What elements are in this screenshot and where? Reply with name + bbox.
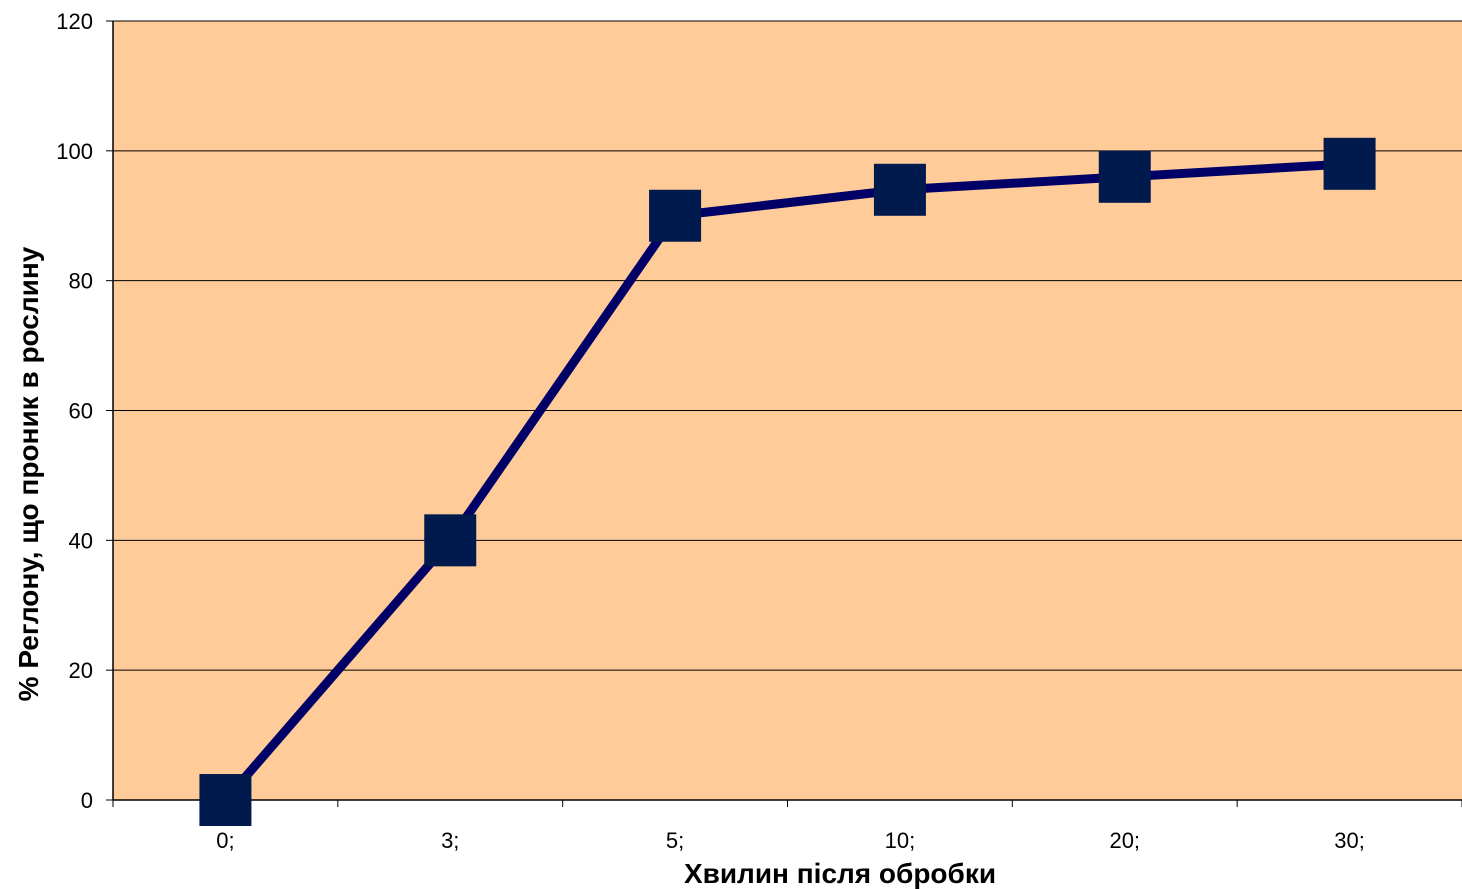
x-tick-label-4: 20; bbox=[1109, 828, 1140, 853]
x-axis-title: Хвилин після обробки bbox=[684, 858, 996, 889]
y-tick-label-40: 40 bbox=[69, 528, 93, 553]
y-tick-label-120: 120 bbox=[56, 9, 93, 34]
y-axis-title: % Реглону, що проник в рослину bbox=[13, 246, 44, 701]
x-tick-label-1: 3; bbox=[441, 828, 459, 853]
y-tick-label-20: 20 bbox=[69, 658, 93, 683]
y-tick-labels: 0 20 40 60 80 100 120 bbox=[56, 9, 93, 813]
data-point-1 bbox=[424, 514, 477, 567]
series-group bbox=[199, 137, 1376, 826]
data-point-3 bbox=[873, 163, 926, 216]
data-point-2 bbox=[649, 189, 702, 242]
y-tick-label-60: 60 bbox=[69, 399, 93, 424]
x-tick-label-0: 0; bbox=[216, 828, 234, 853]
data-point-4 bbox=[1098, 150, 1151, 203]
y-tick-label-0: 0 bbox=[81, 788, 93, 813]
series-line-0 bbox=[222, 159, 1350, 803]
data-point-5 bbox=[1323, 137, 1376, 190]
y-tick-label-80: 80 bbox=[69, 269, 93, 294]
x-tick-label-3: 10; bbox=[885, 828, 916, 853]
x-tick-label-2: 5; bbox=[666, 828, 684, 853]
x-tick-label-5: 30; bbox=[1334, 828, 1365, 853]
x-tick-labels: 0; 3; 5; 10; 20; 30; bbox=[216, 828, 1365, 853]
y-tick-label-100: 100 bbox=[56, 139, 93, 164]
data-point-0 bbox=[199, 774, 252, 826]
axes bbox=[112, 21, 1462, 807]
